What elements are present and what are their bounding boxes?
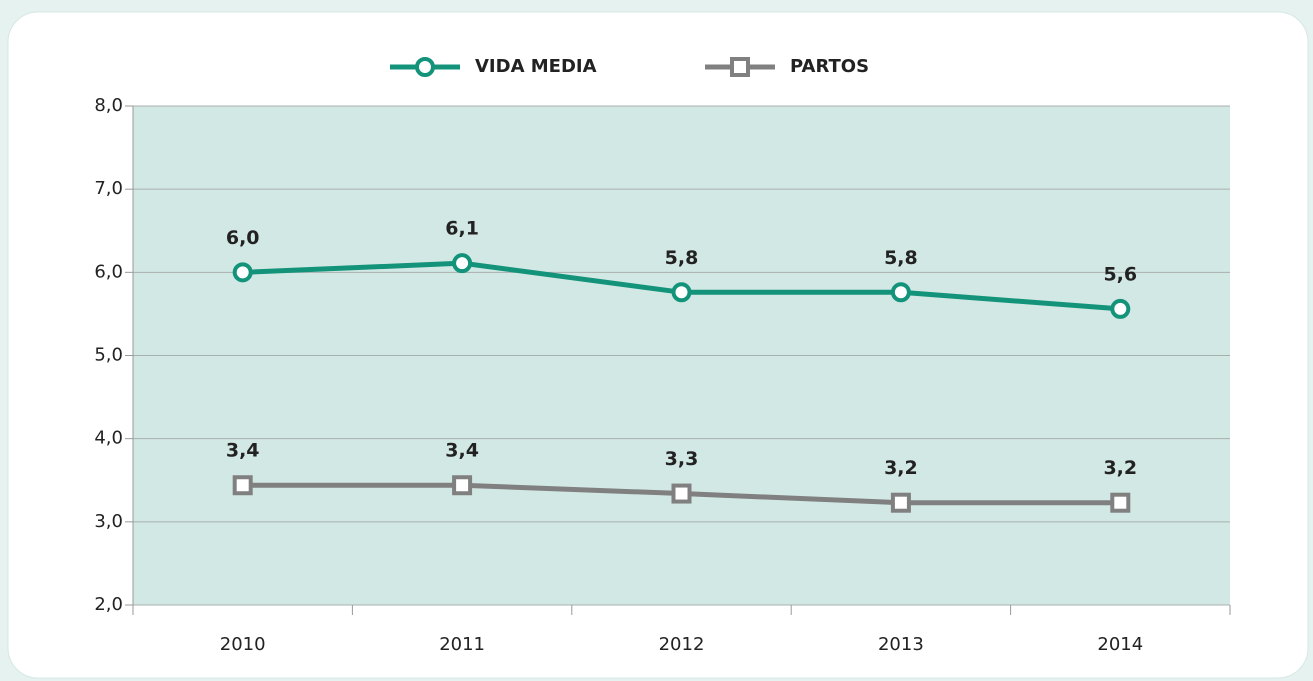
legend-marker xyxy=(730,57,750,77)
marker xyxy=(890,282,911,303)
data-label: 3,4 xyxy=(445,440,479,462)
marker xyxy=(232,475,253,496)
x-tick-label: 2011 xyxy=(439,634,485,655)
x-tick-label: 2012 xyxy=(659,634,705,655)
y-tick-label: 6,0 xyxy=(94,261,123,282)
y-tick-label: 3,0 xyxy=(94,511,123,532)
x-tick-label: 2010 xyxy=(220,634,266,655)
y-tick-label: 8,0 xyxy=(94,95,123,116)
legend-label: VIDA MEDIA xyxy=(475,56,597,77)
data-label: 5,6 xyxy=(1103,263,1137,285)
x-tick-label: 2013 xyxy=(878,634,924,655)
data-label: 6,1 xyxy=(445,218,479,240)
y-tick-label: 2,0 xyxy=(94,594,123,615)
marker xyxy=(1110,492,1131,513)
data-label: 5,8 xyxy=(884,247,918,269)
marker xyxy=(890,492,911,513)
marker xyxy=(1110,298,1131,319)
data-label: 3,2 xyxy=(884,457,918,479)
x-tick-label: 2014 xyxy=(1097,634,1143,655)
data-label: 3,4 xyxy=(226,440,260,462)
data-label: 3,3 xyxy=(665,448,699,470)
marker xyxy=(452,253,473,274)
data-label: 5,8 xyxy=(665,247,699,269)
marker xyxy=(671,282,692,303)
legend-label: PARTOS xyxy=(790,56,869,77)
data-label: 3,2 xyxy=(1103,457,1137,479)
marker xyxy=(452,475,473,496)
y-tick-label: 5,0 xyxy=(94,345,123,366)
marker xyxy=(232,262,253,283)
y-tick-label: 7,0 xyxy=(94,178,123,199)
marker xyxy=(671,483,692,504)
legend-marker xyxy=(415,57,435,77)
y-tick-label: 4,0 xyxy=(94,428,123,449)
data-label: 6,0 xyxy=(226,227,260,249)
